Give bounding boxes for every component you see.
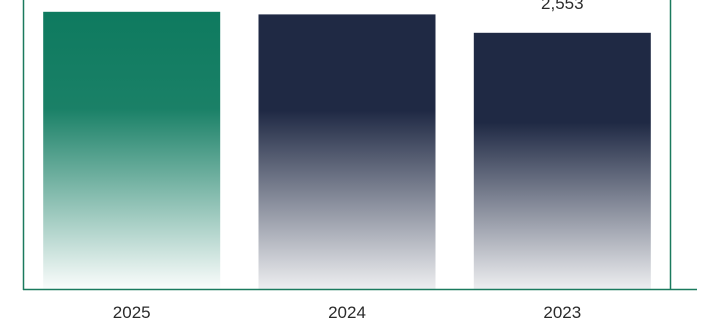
bar-2024	[258, 14, 436, 290]
x-tick-label-2023: 2023	[543, 303, 581, 322]
x-tick-label-2025: 2025	[113, 303, 151, 322]
x-tick-label-2024: 2024	[328, 303, 366, 322]
value-label-2023: 2,553	[541, 0, 584, 13]
value-label-group: 2,7622,7362,553	[541, 0, 584, 13]
bar-group	[43, 11, 651, 290]
bar-2025	[43, 11, 221, 290]
bar-2023	[473, 32, 651, 290]
x-tick-label-group: 2025 2024 2023	[113, 303, 581, 322]
